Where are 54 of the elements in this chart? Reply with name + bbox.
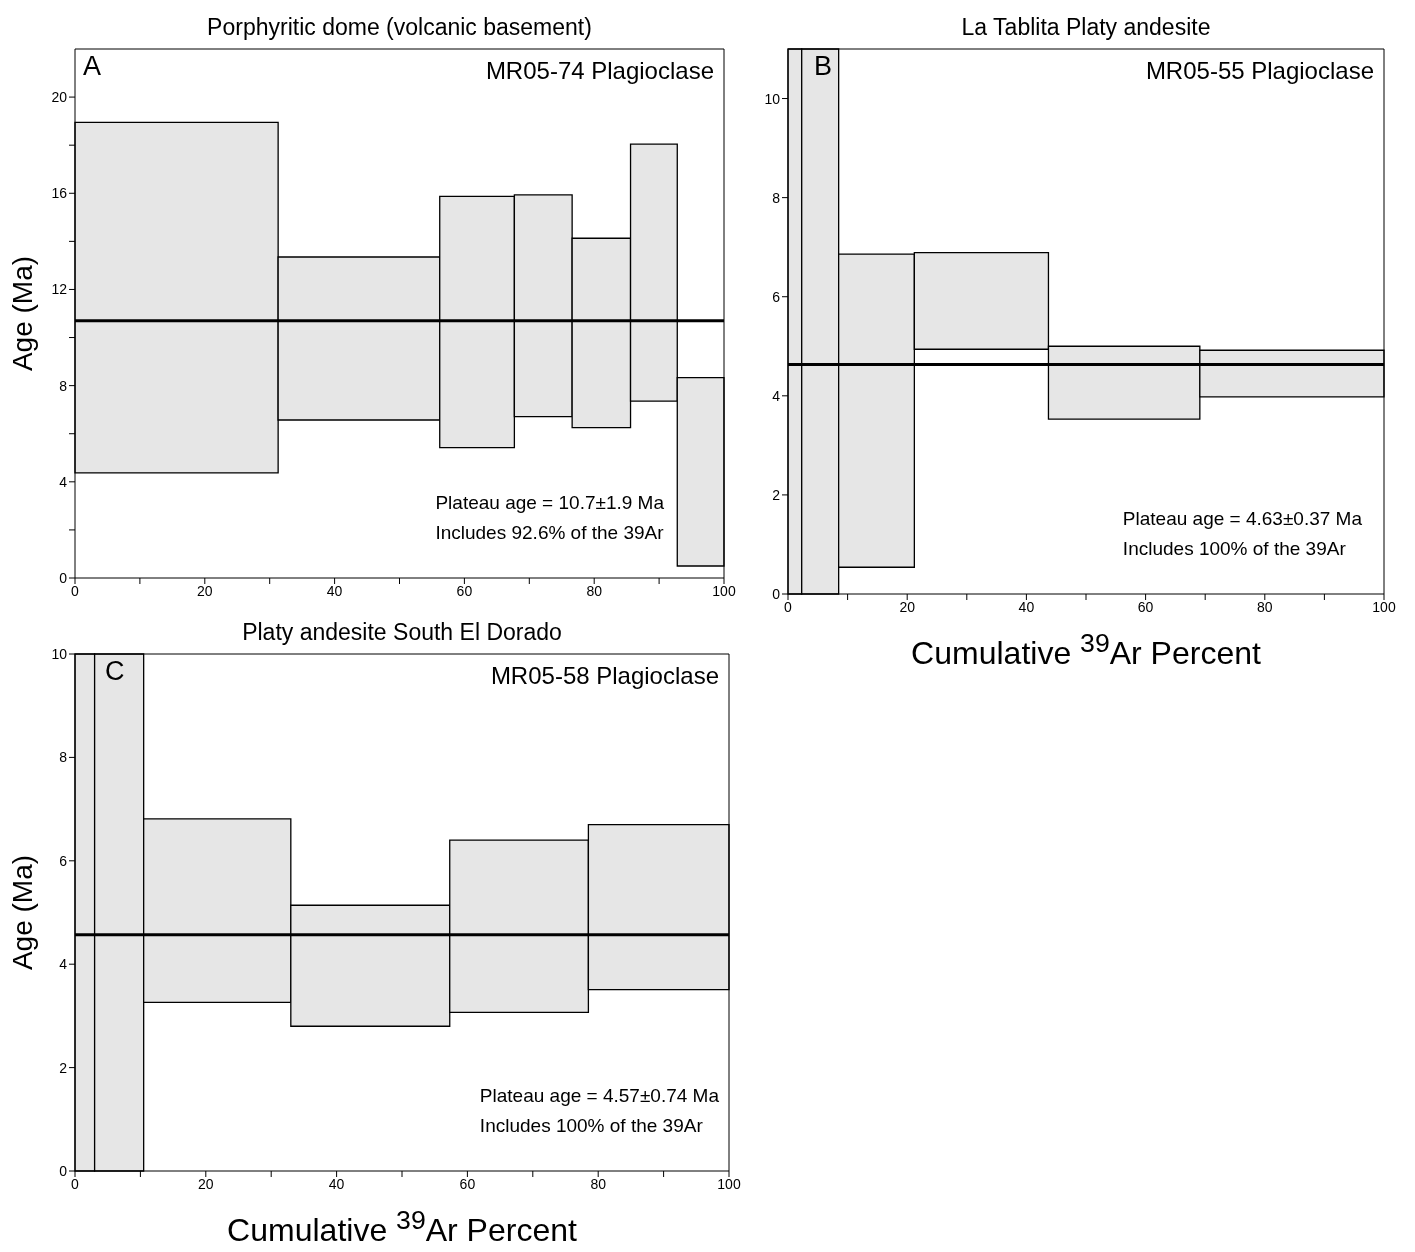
y-tick-label: 2: [59, 1059, 68, 1076]
x-tick-label: 0: [71, 582, 80, 599]
chart-title: Porphyritic dome (volcanic basement): [206, 14, 593, 41]
x-tick-label: 100: [712, 582, 736, 599]
x-tick-label: 100: [1372, 598, 1396, 615]
x-tick-label: 80: [1257, 598, 1273, 615]
x-tick-label: 40: [1018, 598, 1035, 615]
annotation: Includes 100% of the 39Ar: [1122, 537, 1347, 561]
x-tick-label: 20: [899, 598, 916, 615]
y-tick-label: 0: [59, 1162, 68, 1179]
y-tick-label: 8: [772, 189, 781, 206]
y-tick-label: 8: [59, 749, 68, 766]
x-tick-label: 60: [459, 1175, 476, 1192]
annotation: MR05-55 Plagioclase: [1145, 57, 1374, 85]
x-tick-label: 40: [328, 1175, 345, 1192]
annotation: C: [105, 656, 125, 687]
annotation: Includes 100% of the 39Ar: [479, 1114, 704, 1138]
annotation: Plateau age = 10.7±1.9 Ma: [435, 491, 664, 515]
x-tick-label: 80: [586, 582, 603, 599]
x-tick-label: 20: [197, 582, 213, 599]
x-tick-label: 60: [1137, 598, 1154, 615]
y-axis-title: Age (Ma): [6, 255, 38, 372]
x-axis-title: Cumulative $^{39}$Ar Percent: [910, 628, 1262, 672]
y-tick-label: 4: [59, 956, 68, 973]
x-tick-label: 40: [326, 582, 343, 599]
annotation: MR05-58 Plagioclase: [490, 662, 719, 690]
y-tick-label: 16: [51, 185, 68, 202]
annotation: B: [814, 51, 833, 82]
x-tick-label: 0: [784, 598, 793, 615]
y-tick-label: 6: [59, 852, 68, 869]
chart-title: La Tablita Platy andesite: [960, 14, 1212, 41]
chart-title: Platy andesite South El Dorado: [241, 619, 563, 646]
x-tick-label: 60: [456, 582, 473, 599]
x-tick-label: 20: [198, 1175, 214, 1192]
x-tick-label: 100: [717, 1175, 741, 1192]
annotation: MR05-74 Plagioclase: [485, 57, 714, 85]
x-tick-label: 80: [590, 1175, 607, 1192]
y-tick-label: 10: [764, 90, 781, 107]
annotation: Plateau age = 4.63±0.37 Ma: [1122, 507, 1362, 531]
annotation: Includes 92.6% of the 39Ar: [435, 521, 664, 545]
x-axis-title: Cumulative $^{39}$Ar Percent: [226, 1205, 578, 1249]
y-tick-label: 12: [51, 281, 68, 298]
y-tick-label: 10: [51, 645, 68, 662]
annotation: Plateau age = 4.57±0.74 Ma: [479, 1084, 719, 1108]
y-axis-title: Age (Ma): [6, 854, 38, 971]
y-tick-label: 2: [772, 486, 781, 503]
x-tick-label: 0: [71, 1175, 80, 1192]
y-tick-label: 6: [772, 288, 781, 305]
y-tick-label: 4: [772, 387, 781, 404]
y-tick-label: 20: [51, 89, 68, 106]
y-tick-label: 8: [59, 377, 68, 394]
y-tick-label: 4: [59, 473, 68, 490]
annotation: A: [83, 51, 102, 82]
y-tick-label: 0: [59, 569, 68, 586]
